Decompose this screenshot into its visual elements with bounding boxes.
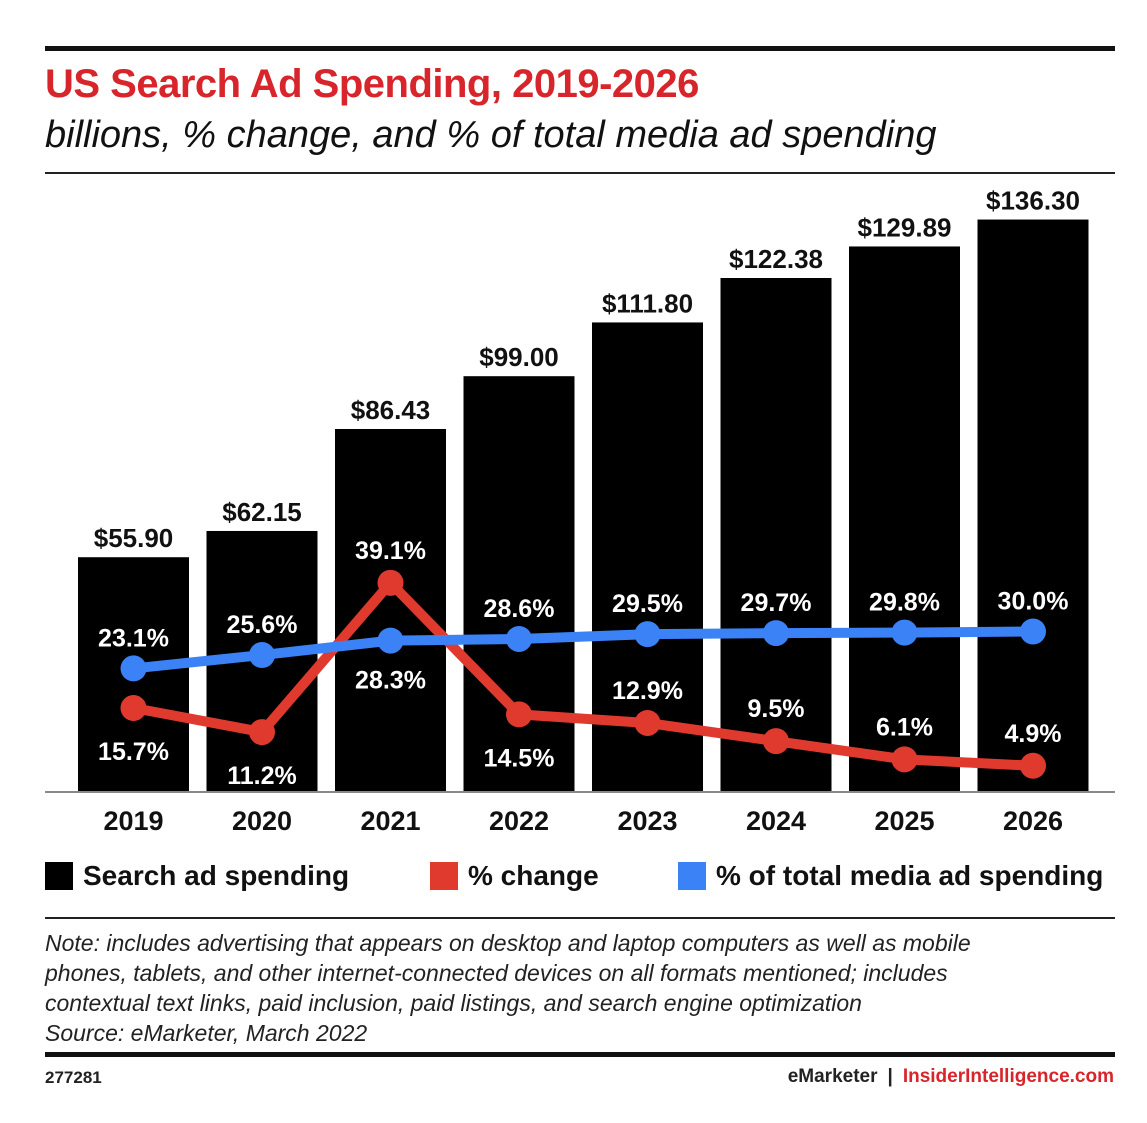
share-point	[891, 619, 918, 646]
change-value-label: 14.5%	[484, 744, 555, 772]
chart-subtitle: billions, % change, and % of total media…	[45, 114, 937, 156]
brand-emarketer: eMarketer	[787, 1066, 878, 1087]
chart-title: US Search Ad Spending, 2019-2026	[45, 62, 699, 106]
share-value-label: 29.8%	[869, 589, 940, 617]
brand-insider-intelligence: InsiderIntelligence.com	[902, 1066, 1114, 1087]
bar	[335, 428, 446, 792]
note-line: Note: includes advertising that appears …	[45, 930, 971, 956]
change-point	[763, 728, 789, 755]
note-rule	[45, 917, 1115, 919]
share-value-label: 23.1%	[98, 624, 169, 652]
x-tick-label: 2022	[489, 806, 549, 836]
bar	[720, 278, 832, 792]
change-value-label: 15.7%	[98, 738, 169, 766]
x-tick-label: 2023	[617, 806, 677, 836]
change-point	[634, 709, 661, 736]
legend-item-change: % change	[430, 858, 599, 894]
bar-value-label: $62.15	[222, 497, 302, 527]
change-value-label: 12.9%	[612, 677, 683, 705]
share-point	[634, 621, 661, 648]
change-value-label: 11.2%	[227, 762, 297, 790]
note-line: contextual text links, paid inclusion, p…	[45, 990, 862, 1016]
change-point	[1020, 752, 1046, 779]
bar	[463, 376, 575, 792]
share-line	[128, 626, 1038, 674]
brand-separator: |	[887, 1066, 893, 1087]
share-point	[506, 625, 532, 652]
change-value-label: 4.9%	[1005, 720, 1062, 748]
bar	[977, 219, 1089, 792]
share-point	[120, 655, 147, 682]
legend-swatch-change	[430, 862, 458, 890]
bar	[849, 246, 960, 792]
change-value-label: 9.5%	[748, 695, 805, 723]
change-point	[249, 719, 275, 746]
change-point	[377, 569, 404, 596]
note-block: Note: includes advertising that appears …	[45, 928, 1115, 1048]
x-tick-label: 2020	[232, 806, 292, 836]
chart-svg: $55.90 $62.15 $86.43 $99.00 $111.80 $122.38 $1…	[45, 186, 1115, 836]
x-tick-label: 2021	[360, 806, 420, 836]
share-value-label: 28.3%	[355, 667, 426, 695]
bar-value-label: $122.38	[729, 244, 823, 274]
share-value-label: 30.0%	[998, 588, 1069, 616]
source-line: Source: eMarketer, March 2022	[45, 1020, 368, 1046]
legend-item-spending: Search ad spending	[45, 858, 349, 894]
bar-value-label: $111.80	[602, 288, 693, 318]
change-point	[120, 695, 147, 722]
bar-value-label: $86.43	[351, 395, 431, 425]
change-point	[506, 701, 532, 728]
legend-label-spending: Search ad spending	[83, 860, 350, 891]
change-point	[891, 746, 918, 773]
bar-value-label: $99.00	[479, 342, 559, 372]
share-point	[763, 620, 789, 647]
share-point	[249, 642, 275, 669]
bottom-rule	[45, 1052, 1115, 1057]
top-rule	[45, 46, 1115, 51]
bar-value-label: $136.30	[986, 186, 1080, 216]
change-value-label: 6.1%	[876, 713, 933, 741]
change-line	[128, 577, 1038, 771]
legend-swatch-spending	[45, 862, 73, 890]
x-tick-label: 2024	[746, 806, 806, 836]
share-point	[377, 627, 404, 654]
x-tick-label: 2019	[103, 806, 163, 836]
bar-value-label: $55.90	[94, 523, 174, 553]
change-value-label: 39.1%	[355, 537, 426, 565]
legend-label-change: % change	[468, 860, 599, 891]
note-line: phones, tablets, and other internet-conn…	[45, 960, 948, 986]
bar-value-label: $129.89	[858, 212, 952, 242]
share-value-label: 25.6%	[227, 611, 298, 639]
title-rule	[45, 172, 1115, 174]
footer-brand: eMarketer | InsiderIntelligence.com	[788, 1066, 1114, 1088]
x-tick-label: 2026	[1003, 806, 1063, 836]
share-point	[1020, 618, 1046, 645]
x-tick-label: 2025	[874, 806, 934, 836]
legend-swatch-share	[678, 862, 706, 890]
chart-id: 277281	[45, 1068, 102, 1087]
legend-item-share: % of total media ad spending	[678, 858, 1103, 894]
share-value-label: 28.6%	[484, 595, 555, 623]
legend-label-share: % of total media ad spending	[716, 860, 1104, 891]
share-value-label: 29.7%	[741, 589, 812, 617]
share-value-label: 29.5%	[612, 590, 683, 618]
